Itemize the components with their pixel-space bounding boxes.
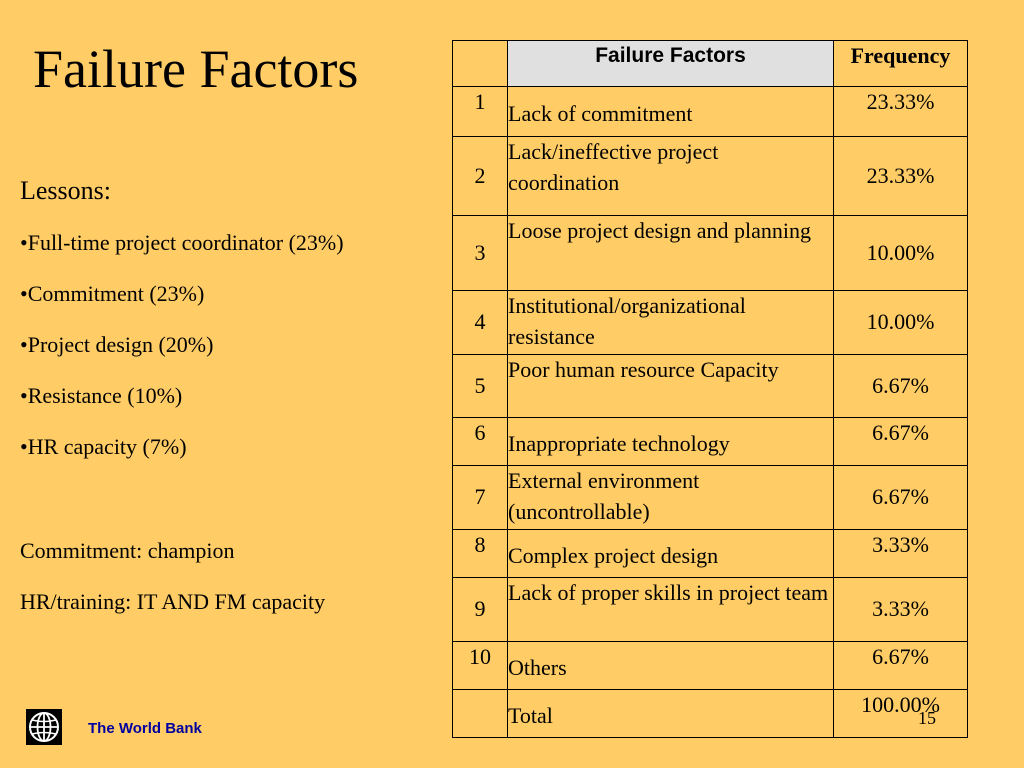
lesson-bullet: •Full-time project coordinator (23%) — [20, 230, 344, 255]
row-factor: Loose project design and planning — [507, 215, 834, 291]
lesson-bullet: •HR capacity (7%) — [20, 434, 187, 459]
table-row: 2 Lack/ineffective project coordination … — [452, 136, 968, 216]
lessons-heading: Lessons: — [20, 176, 111, 205]
row-frequency: 10.00% — [833, 215, 968, 291]
notes-section: Commitment: champion HR/training: IT AND… — [20, 534, 325, 636]
row-factor: Inappropriate technology — [507, 417, 834, 466]
total-number — [452, 689, 508, 738]
row-factor: Lack/ineffective project coordination — [507, 136, 834, 216]
header-cell-factor: Failure Factors — [507, 40, 834, 87]
lesson-bullet: •Commitment (23%) — [20, 281, 205, 306]
row-frequency: 23.33% — [833, 86, 968, 137]
table-total-row: Total 100.00% — [452, 689, 968, 738]
table-row: 1 Lack of commitment 23.33% — [452, 86, 968, 137]
table-row: 3 Loose project design and planning 10.0… — [452, 215, 968, 291]
row-frequency: 3.33% — [833, 577, 968, 642]
row-factor: Others — [507, 641, 834, 690]
lesson-bullet: •Project design (20%) — [20, 332, 214, 357]
slide-title: Failure Factors — [33, 39, 359, 99]
row-number: 10 — [452, 641, 508, 690]
failure-factors-table: Failure Factors Frequency 1 Lack of comm… — [452, 40, 968, 738]
note-line: HR/training: IT AND FM capacity — [20, 589, 326, 614]
row-factor: Institutional/organizational resistance — [507, 290, 834, 355]
row-frequency: 10.00% — [833, 290, 968, 355]
row-number: 1 — [452, 86, 508, 137]
row-factor: External environment (uncontrollable) — [507, 465, 834, 530]
row-number: 9 — [452, 577, 508, 642]
page-number: 15 — [918, 708, 936, 728]
row-factor: Complex project design — [507, 529, 834, 578]
header-cell-frequency: Frequency — [833, 40, 968, 87]
header-cell-number — [452, 40, 508, 87]
table-header-row: Failure Factors Frequency — [452, 40, 968, 87]
total-label: Total — [507, 689, 834, 738]
lesson-bullet: •Resistance (10%) — [20, 383, 183, 408]
row-number: 7 — [452, 465, 508, 530]
table-row: 4 Institutional/organizational resistanc… — [452, 290, 968, 355]
table-row: 8 Complex project design 3.33% — [452, 529, 968, 578]
table-row: 5 Poor human resource Capacity 6.67% — [452, 354, 968, 418]
row-number: 6 — [452, 417, 508, 466]
lessons-section: Lessons: •Full-time project coordinator … — [20, 172, 344, 477]
organization-label: The World Bank — [88, 720, 202, 737]
row-frequency: 3.33% — [833, 529, 968, 578]
row-number: 4 — [452, 290, 508, 355]
row-frequency: 6.67% — [833, 641, 968, 690]
globe-icon — [26, 709, 62, 745]
table-row: 6 Inappropriate technology 6.67% — [452, 417, 968, 466]
table-row: 7 External environment (uncontrollable) … — [452, 465, 968, 530]
row-frequency: 6.67% — [833, 354, 968, 418]
row-factor: Poor human resource Capacity — [507, 354, 834, 418]
row-frequency: 6.67% — [833, 417, 968, 466]
row-factor: Lack of commitment — [507, 86, 834, 137]
row-number: 3 — [452, 215, 508, 291]
row-frequency: 6.67% — [833, 465, 968, 530]
note-line: Commitment: champion — [20, 538, 235, 563]
table-row: 10 Others 6.67% — [452, 641, 968, 690]
row-frequency: 23.33% — [833, 136, 968, 216]
row-factor: Lack of proper skills in project team — [507, 577, 834, 642]
row-number: 5 — [452, 354, 508, 418]
row-number: 2 — [452, 136, 508, 216]
table-row: 9 Lack of proper skills in project team … — [452, 577, 968, 642]
total-frequency: 100.00% — [833, 689, 968, 738]
row-number: 8 — [452, 529, 508, 578]
